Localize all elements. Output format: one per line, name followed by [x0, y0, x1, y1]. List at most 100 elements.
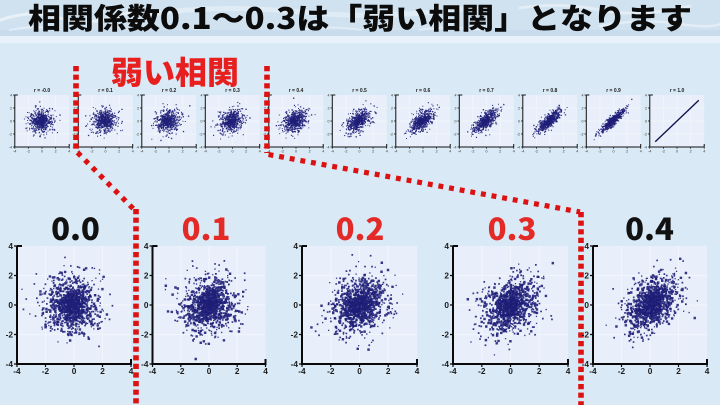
svg-text:-4: -4 [449, 366, 457, 376]
svg-text:0: 0 [645, 120, 647, 124]
svg-text:0: 0 [359, 150, 361, 154]
svg-text:4: 4 [132, 150, 134, 154]
svg-text:-2: -2 [580, 133, 583, 137]
svg-text:2: 2 [676, 366, 681, 376]
svg-text:4: 4 [137, 94, 139, 98]
svg-text:-4: -4 [291, 359, 299, 369]
svg-text:0: 0 [455, 120, 457, 124]
svg-text:-2: -2 [535, 150, 538, 154]
svg-text:2: 2 [309, 150, 311, 154]
svg-text:0: 0 [201, 120, 203, 124]
svg-text:4: 4 [582, 94, 584, 98]
svg-text:4: 4 [703, 150, 705, 154]
svg-text:4: 4 [391, 94, 393, 98]
svg-text:-4: -4 [585, 150, 588, 154]
svg-text:0: 0 [8, 300, 13, 310]
svg-text:-4: -4 [136, 146, 139, 150]
svg-text:-4: -4 [140, 150, 143, 154]
svg-text:-4: -4 [580, 146, 583, 150]
svg-text:4: 4 [518, 94, 520, 98]
svg-text:-2: -2 [199, 133, 202, 137]
svg-text:-2: -2 [263, 133, 266, 137]
svg-text:-4: -4 [6, 359, 14, 369]
svg-text:2: 2 [137, 107, 139, 111]
svg-text:0: 0 [444, 300, 449, 310]
svg-text:-4: -4 [517, 146, 520, 150]
svg-text:4: 4 [195, 150, 197, 154]
svg-text:2: 2 [74, 107, 76, 111]
svg-text:4: 4 [259, 150, 261, 154]
svg-text:4: 4 [640, 150, 642, 154]
svg-text:4: 4 [455, 94, 457, 98]
svg-text:0: 0 [486, 150, 488, 154]
svg-text:-2: -2 [618, 366, 626, 376]
svg-text:-4: -4 [582, 359, 590, 369]
svg-text:-4: -4 [149, 366, 157, 376]
svg-text:r = -0.0: r = -0.0 [34, 88, 50, 94]
svg-text:-2: -2 [42, 366, 50, 376]
svg-text:0: 0 [295, 150, 297, 154]
svg-text:4: 4 [576, 150, 578, 154]
svg-text:4: 4 [645, 94, 647, 98]
svg-text:r = 0.9: r = 0.9 [606, 88, 621, 94]
svg-text:-4: -4 [326, 146, 329, 150]
svg-text:4: 4 [201, 94, 203, 98]
svg-text:0: 0 [72, 366, 77, 376]
svg-text:4: 4 [705, 366, 710, 376]
svg-text:-4: -4 [442, 359, 450, 369]
svg-text:-2: -2 [478, 366, 486, 376]
svg-text:-4: -4 [648, 150, 651, 154]
svg-text:-2: -2 [217, 150, 220, 154]
svg-text:-2: -2 [598, 150, 601, 154]
svg-text:-4: -4 [390, 146, 393, 150]
svg-text:-2: -2 [177, 366, 185, 376]
svg-text:2: 2 [455, 107, 457, 111]
svg-text:-2: -2 [662, 150, 665, 154]
svg-text:4: 4 [513, 150, 515, 154]
svg-text:0: 0 [137, 120, 139, 124]
svg-text:0: 0 [648, 366, 653, 376]
svg-text:0: 0 [41, 150, 43, 154]
svg-text:2: 2 [626, 150, 628, 154]
svg-text:4: 4 [293, 241, 298, 251]
svg-text:-4: -4 [204, 150, 207, 154]
svg-text:2: 2 [8, 270, 13, 280]
svg-text:-2: -2 [471, 150, 474, 154]
svg-text:2: 2 [55, 150, 57, 154]
svg-text:-4: -4 [141, 359, 149, 369]
svg-text:-4: -4 [331, 150, 334, 154]
svg-text:4: 4 [386, 150, 388, 154]
svg-text:4: 4 [322, 150, 324, 154]
svg-text:-2: -2 [644, 133, 647, 137]
svg-text:r = 1.0: r = 1.0 [670, 88, 685, 94]
svg-text:4: 4 [328, 94, 330, 98]
svg-text:-4: -4 [394, 150, 397, 154]
svg-text:4: 4 [68, 150, 70, 154]
svg-text:2: 2 [436, 150, 438, 154]
svg-text:0: 0 [613, 150, 615, 154]
svg-text:r = 0.7: r = 0.7 [479, 88, 494, 94]
svg-text:4: 4 [449, 150, 451, 154]
svg-text:2: 2 [328, 107, 330, 111]
svg-text:-2: -2 [141, 329, 149, 339]
svg-text:r = 0.3: r = 0.3 [225, 88, 240, 94]
svg-text:0: 0 [232, 150, 234, 154]
svg-text:2: 2 [386, 366, 391, 376]
svg-text:4: 4 [263, 366, 268, 376]
svg-text:2: 2 [118, 150, 120, 154]
svg-text:r = 0.4: r = 0.4 [289, 88, 304, 94]
svg-text:0: 0 [676, 150, 678, 154]
svg-text:0: 0 [518, 120, 520, 124]
svg-text:-4: -4 [267, 150, 270, 154]
svg-text:-4: -4 [644, 146, 647, 150]
svg-text:2: 2 [100, 366, 105, 376]
svg-text:-2: -2 [344, 150, 347, 154]
svg-text:-2: -2 [326, 133, 329, 137]
svg-text:-2: -2 [154, 150, 157, 154]
svg-text:r = 0.8: r = 0.8 [543, 88, 558, 94]
svg-text:4: 4 [444, 241, 449, 251]
svg-text:-4: -4 [521, 150, 524, 154]
svg-text:2: 2 [584, 270, 589, 280]
svg-text:-4: -4 [13, 366, 21, 376]
svg-text:-2: -2 [72, 133, 75, 137]
